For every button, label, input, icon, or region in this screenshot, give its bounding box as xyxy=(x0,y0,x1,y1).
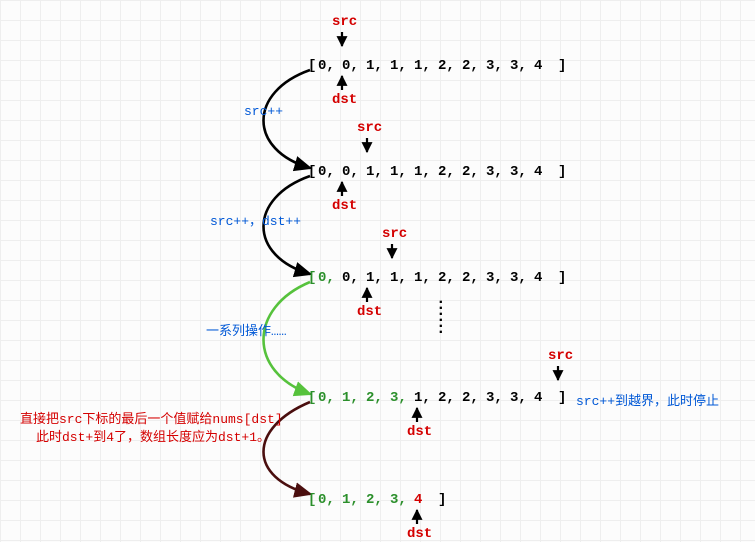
array-cell: 3, xyxy=(486,164,510,180)
array-cell: 2, xyxy=(438,164,462,180)
array-cell: 0, xyxy=(342,164,366,180)
src-label: src xyxy=(357,120,382,136)
bracket-left: [ xyxy=(308,390,318,406)
array-cell: 2, xyxy=(462,270,486,286)
array-cell: 3, xyxy=(390,390,414,406)
array-cell: 2, xyxy=(438,390,462,406)
bracket-right: ] xyxy=(558,270,568,286)
caption: 直接把src下标的最后一个值赋给nums[dst] xyxy=(20,408,283,427)
ellipsis-vertical-icon: ...... xyxy=(436,296,446,332)
array-cell: 3, xyxy=(486,58,510,74)
array-row: [0,0,1,1,1,2,2,3,3,4] xyxy=(308,164,568,180)
array-cell: 4 xyxy=(534,270,558,286)
array-row: [0,0,1,1,1,2,2,3,3,4] xyxy=(308,270,568,286)
dst-label: dst xyxy=(357,304,382,320)
array-cell: 1, xyxy=(366,270,390,286)
array-cell: 0, xyxy=(342,270,366,286)
array-cell: 2, xyxy=(438,58,462,74)
array-cell: 1, xyxy=(366,164,390,180)
array-cell: 0, xyxy=(342,58,366,74)
array-cell: 1, xyxy=(342,492,366,508)
dst-label: dst xyxy=(332,198,357,214)
array-row: [0,1,2,3,4] xyxy=(308,492,448,508)
array-cell: 1, xyxy=(414,164,438,180)
bracket-left: [ xyxy=(308,270,318,286)
array-cell: 3, xyxy=(510,270,534,286)
array-cell: 1, xyxy=(414,58,438,74)
array-cell: 2, xyxy=(462,58,486,74)
array-cell: 1, xyxy=(390,164,414,180)
bracket-right: ] xyxy=(558,164,568,180)
array-cell: 3, xyxy=(486,390,510,406)
array-cell: 2, xyxy=(366,390,390,406)
array-cell: 4 xyxy=(534,164,558,180)
bracket-left: [ xyxy=(308,164,318,180)
array-cell: 1, xyxy=(390,270,414,286)
array-cell: 3, xyxy=(510,390,534,406)
array-cell: 2, xyxy=(462,164,486,180)
array-cell: 2, xyxy=(366,492,390,508)
src-label: src xyxy=(382,226,407,242)
array-cell: 2, xyxy=(438,270,462,286)
array-cell: 2, xyxy=(462,390,486,406)
array-cell: 0, xyxy=(318,270,342,286)
array-cell: 4 xyxy=(414,492,438,508)
dst-label: dst xyxy=(332,92,357,108)
array-cell: 3, xyxy=(510,58,534,74)
array-cell: 0, xyxy=(318,492,342,508)
bracket-right: ] xyxy=(558,390,568,406)
array-cell: 4 xyxy=(534,58,558,74)
array-row: [0,1,2,3,1,2,2,3,3,4] xyxy=(308,390,568,406)
array-cell: 3, xyxy=(510,164,534,180)
src-label: src xyxy=(548,348,573,364)
array-row: [0,0,1,1,1,2,2,3,3,4] xyxy=(308,58,568,74)
bracket-left: [ xyxy=(308,58,318,74)
array-cell: 0, xyxy=(318,164,342,180)
array-cell: 1, xyxy=(342,390,366,406)
src-label: src xyxy=(332,14,357,30)
array-cell: 3, xyxy=(486,270,510,286)
array-cell: 1, xyxy=(366,58,390,74)
array-cell: 4 xyxy=(534,390,558,406)
bracket-right: ] xyxy=(438,492,448,508)
array-cell: 1, xyxy=(414,270,438,286)
step-label: src++ xyxy=(244,104,283,119)
dst-label: dst xyxy=(407,424,432,440)
array-cell: 1, xyxy=(390,58,414,74)
bracket-left: [ xyxy=(308,492,318,508)
step-label: src++，dst++ xyxy=(210,210,301,229)
caption: 此时dst+到4了，数组长度应为dst+1。 xyxy=(36,426,270,445)
step-label: 一系列操作…… xyxy=(206,320,287,339)
array-cell: 1, xyxy=(414,390,438,406)
array-cell: 3, xyxy=(390,492,414,508)
overflow-label: src++到越界，此时停止 xyxy=(576,390,719,409)
bracket-right: ] xyxy=(558,58,568,74)
array-cell: 0, xyxy=(318,390,342,406)
arrows-overlay xyxy=(0,0,755,524)
dst-label: dst xyxy=(407,526,432,542)
array-cell: 0, xyxy=(318,58,342,74)
transition-arrow xyxy=(264,70,311,168)
